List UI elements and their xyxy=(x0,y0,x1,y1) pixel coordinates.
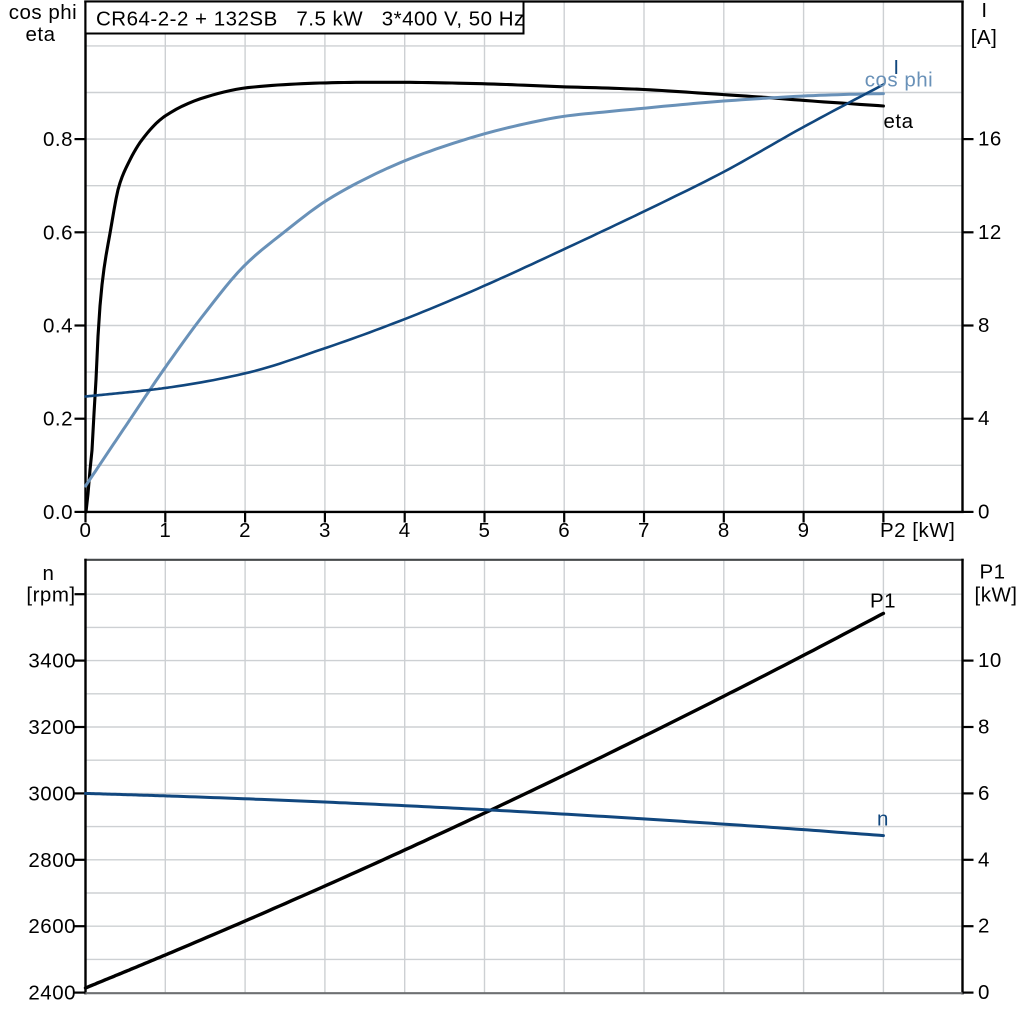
svg-text:cos phi: cos phi xyxy=(9,1,77,24)
svg-text:eta: eta xyxy=(26,23,56,46)
svg-text:12: 12 xyxy=(978,221,1002,244)
svg-text:9: 9 xyxy=(798,519,810,542)
svg-text:2: 2 xyxy=(978,915,990,938)
svg-text:I: I xyxy=(893,56,899,79)
svg-text:2400: 2400 xyxy=(28,982,76,1005)
svg-text:0.6: 0.6 xyxy=(43,221,73,244)
svg-text:4: 4 xyxy=(978,848,990,871)
svg-text:CR64-2-2 + 132SB 7.5 kW 3*: CR64-2-2 + 132SB 7.5 kW 3*400 V, 50 Hz xyxy=(96,8,525,31)
svg-text:0.0: 0.0 xyxy=(43,501,73,524)
svg-text:4: 4 xyxy=(978,407,990,430)
svg-text:[kW]: [kW] xyxy=(975,584,1018,607)
svg-text:2600: 2600 xyxy=(28,915,76,938)
svg-text:0: 0 xyxy=(978,500,990,523)
svg-text:eta: eta xyxy=(884,110,914,133)
svg-text:6: 6 xyxy=(978,782,990,805)
svg-text:3400: 3400 xyxy=(28,650,76,673)
svg-text:0.2: 0.2 xyxy=(43,408,73,431)
svg-text:5: 5 xyxy=(479,519,491,542)
svg-text:0: 0 xyxy=(978,981,990,1004)
svg-text:0.8: 0.8 xyxy=(43,128,73,151)
svg-text:P2 [kW]: P2 [kW] xyxy=(880,519,955,542)
svg-text:16: 16 xyxy=(978,128,1002,151)
svg-text:6: 6 xyxy=(558,519,570,542)
svg-text:3200: 3200 xyxy=(28,716,76,739)
svg-text:n: n xyxy=(877,808,889,831)
svg-text:cos phi: cos phi xyxy=(865,69,933,92)
svg-text:0.4: 0.4 xyxy=(43,315,73,338)
svg-text:8: 8 xyxy=(978,716,990,739)
svg-text:2: 2 xyxy=(239,519,251,542)
svg-text:[rpm]: [rpm] xyxy=(26,584,75,607)
svg-text:0: 0 xyxy=(80,519,92,542)
svg-text:[A]: [A] xyxy=(971,26,998,49)
svg-text:8: 8 xyxy=(718,519,730,542)
svg-text:1: 1 xyxy=(159,519,171,542)
svg-text:P1: P1 xyxy=(870,590,896,613)
svg-text:3: 3 xyxy=(319,519,331,542)
svg-text:7: 7 xyxy=(638,519,650,542)
svg-text:10: 10 xyxy=(978,649,1002,672)
svg-text:4: 4 xyxy=(399,519,411,542)
svg-text:2800: 2800 xyxy=(28,849,76,872)
svg-text:I: I xyxy=(981,0,987,22)
svg-text:n: n xyxy=(43,562,55,585)
svg-text:3000: 3000 xyxy=(28,782,76,805)
svg-text:8: 8 xyxy=(978,314,990,337)
svg-text:P1: P1 xyxy=(979,561,1005,584)
